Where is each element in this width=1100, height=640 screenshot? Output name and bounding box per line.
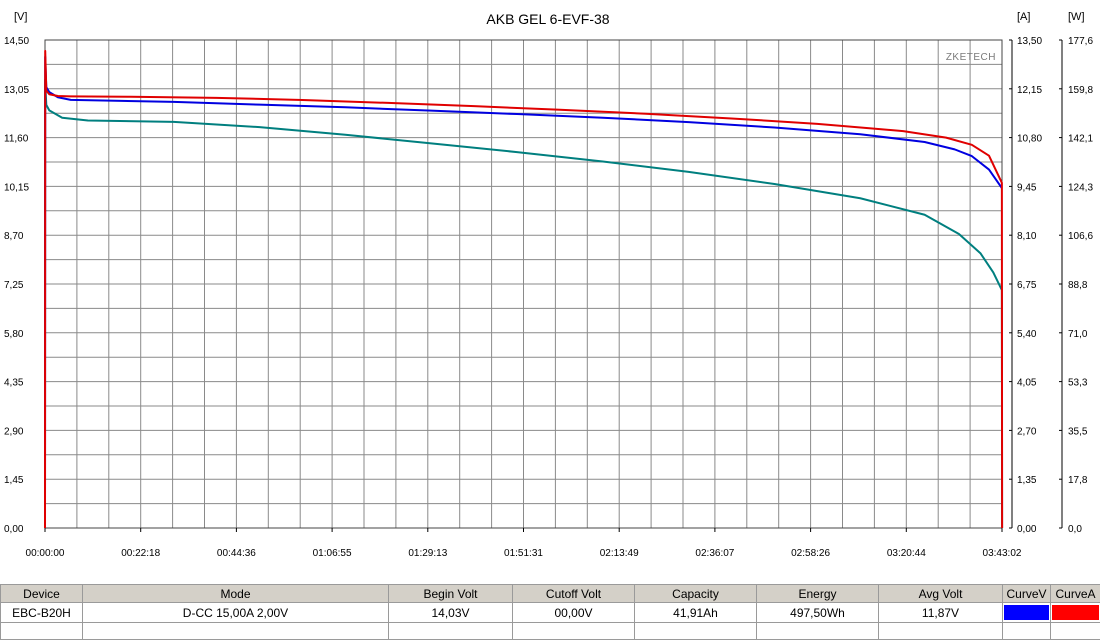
empty-cell [82,622,389,640]
header-energy: Energy [756,584,879,603]
header-curve-v: CurveV [1002,584,1051,603]
y-watts-tick-label: 159,8 [1068,85,1093,96]
series-lines [44,49,1004,529]
y-watts-tick-label: 53,3 [1068,378,1088,389]
y-amps-tick-label: 1,35 [1017,475,1037,486]
y-amps-tick-label: 10,80 [1017,134,1042,145]
test-summary-table: Device Mode Begin Volt Cutoff Volt Capac… [0,584,1100,640]
y-watts-tick-label: 0,0 [1068,524,1082,535]
cell-cutoff-volt: 00,00V [512,602,635,623]
empty-cell [1050,622,1100,640]
x-tick-label: 03:43:02 [983,548,1022,559]
grid-lines [45,40,1002,528]
y-amps-tick-label: 13,50 [1017,36,1042,47]
y-watts-tick-label: 88,8 [1068,280,1088,291]
y-watts-tick-label: 142,1 [1068,134,1093,145]
header-mode: Mode [82,584,389,603]
y-left-tick-label: 0,00 [4,524,24,535]
x-tick-label: 01:51:31 [504,548,543,559]
current-curve [44,49,1004,529]
cell-curve-v[interactable] [1002,602,1051,623]
y-left-tick-label: 4,35 [4,378,24,389]
cell-avg-volt: 11,87V [878,602,1003,623]
header-cutoff-volt: Cutoff Volt [512,584,635,603]
header-curve-a: CurveA [1050,584,1100,603]
empty-cell [512,622,635,640]
y-watts-tick-label: 17,8 [1068,475,1088,486]
x-tick-label: 00:22:18 [121,548,160,559]
y-amps-tick-label: 4,05 [1017,378,1037,389]
y-left-tick-label: 5,80 [4,329,24,340]
cell-device: EBC-B20H [0,602,83,623]
y-amps-tick-label: 8,10 [1017,231,1037,242]
x-tick-label: 03:20:44 [887,548,926,559]
x-tick-label: 02:36:07 [695,548,734,559]
y-left-tick-label: 13,05 [4,85,29,96]
discharge-chart: AKB GEL 6-EVF-38 [V] [A] [W] ZKETECH 00:… [4,11,1093,559]
y-left-tick-label: 1,45 [4,475,24,486]
y-watts-tick-label: 71,0 [1068,329,1088,340]
watermark-zketech: ZKETECH [946,52,996,63]
table-header-row: Device Mode Begin Volt Cutoff Volt Capac… [0,584,1100,603]
header-capacity: Capacity [634,584,757,603]
left-axis-unit: [V] [14,11,27,23]
chart-title: AKB GEL 6-EVF-38 [486,11,609,27]
x-tick-label: 01:06:55 [313,548,352,559]
x-tick-label: 02:58:26 [791,548,830,559]
x-tick-label: 02:13:49 [600,548,639,559]
y-amps-tick-label: 5,40 [1017,329,1037,340]
y-watts-tick-label: 106,6 [1068,231,1093,242]
empty-cell [878,622,1003,640]
x-tick-label: 00:00:00 [26,548,65,559]
header-begin-volt: Begin Volt [388,584,513,603]
empty-cell [388,622,513,640]
empty-cell [756,622,879,640]
cell-begin-volt: 14,03V [388,602,513,623]
y-left-tick-label: 11,60 [4,134,29,145]
power-curve [44,79,1004,529]
cell-energy: 497,50Wh [756,602,879,623]
empty-cell [634,622,757,640]
y-watts-tick-label: 35,5 [1068,426,1088,437]
right-axis-unit-amps: [A] [1017,11,1030,23]
x-tick-label: 01:29:13 [408,548,447,559]
y-amps-tick-label: 6,75 [1017,280,1037,291]
empty-cell [1002,622,1051,640]
y-left-tick-label: 7,25 [4,280,24,291]
tick-labels: 00:00:00 00:22:18 00:44:36 01:06:55 01:29:13… [4,36,1093,559]
cell-capacity: 41,91Ah [634,602,757,623]
y-watts-tick-label: 124,3 [1068,182,1093,193]
curve-v-color-swatch[interactable] [1004,605,1049,620]
right-axis-unit-watts: [W] [1068,11,1085,23]
empty-cell [0,622,83,640]
y-watts-tick-label: 177,6 [1068,36,1093,47]
table-row[interactable]: EBC-B20H D-CC 15,00A 2,00V 14,03V 00,00V… [0,602,1100,623]
y-left-tick-label: 14,50 [4,36,29,47]
table-row-empty [0,622,1100,640]
cell-curve-a[interactable] [1050,602,1100,623]
curve-a-color-swatch[interactable] [1052,605,1099,620]
y-amps-tick-label: 0,00 [1017,524,1037,535]
y-left-tick-label: 2,90 [4,426,24,437]
header-device: Device [0,584,83,603]
header-avg-volt: Avg Volt [878,584,1003,603]
y-left-tick-label: 10,15 [4,182,29,193]
cell-mode: D-CC 15,00A 2,00V [82,602,389,623]
y-amps-tick-label: 2,70 [1017,426,1037,437]
y-left-tick-label: 8,70 [4,231,24,242]
y-amps-tick-label: 9,45 [1017,182,1037,193]
y-amps-tick-label: 12,15 [1017,85,1042,96]
x-tick-label: 00:44:36 [217,548,256,559]
